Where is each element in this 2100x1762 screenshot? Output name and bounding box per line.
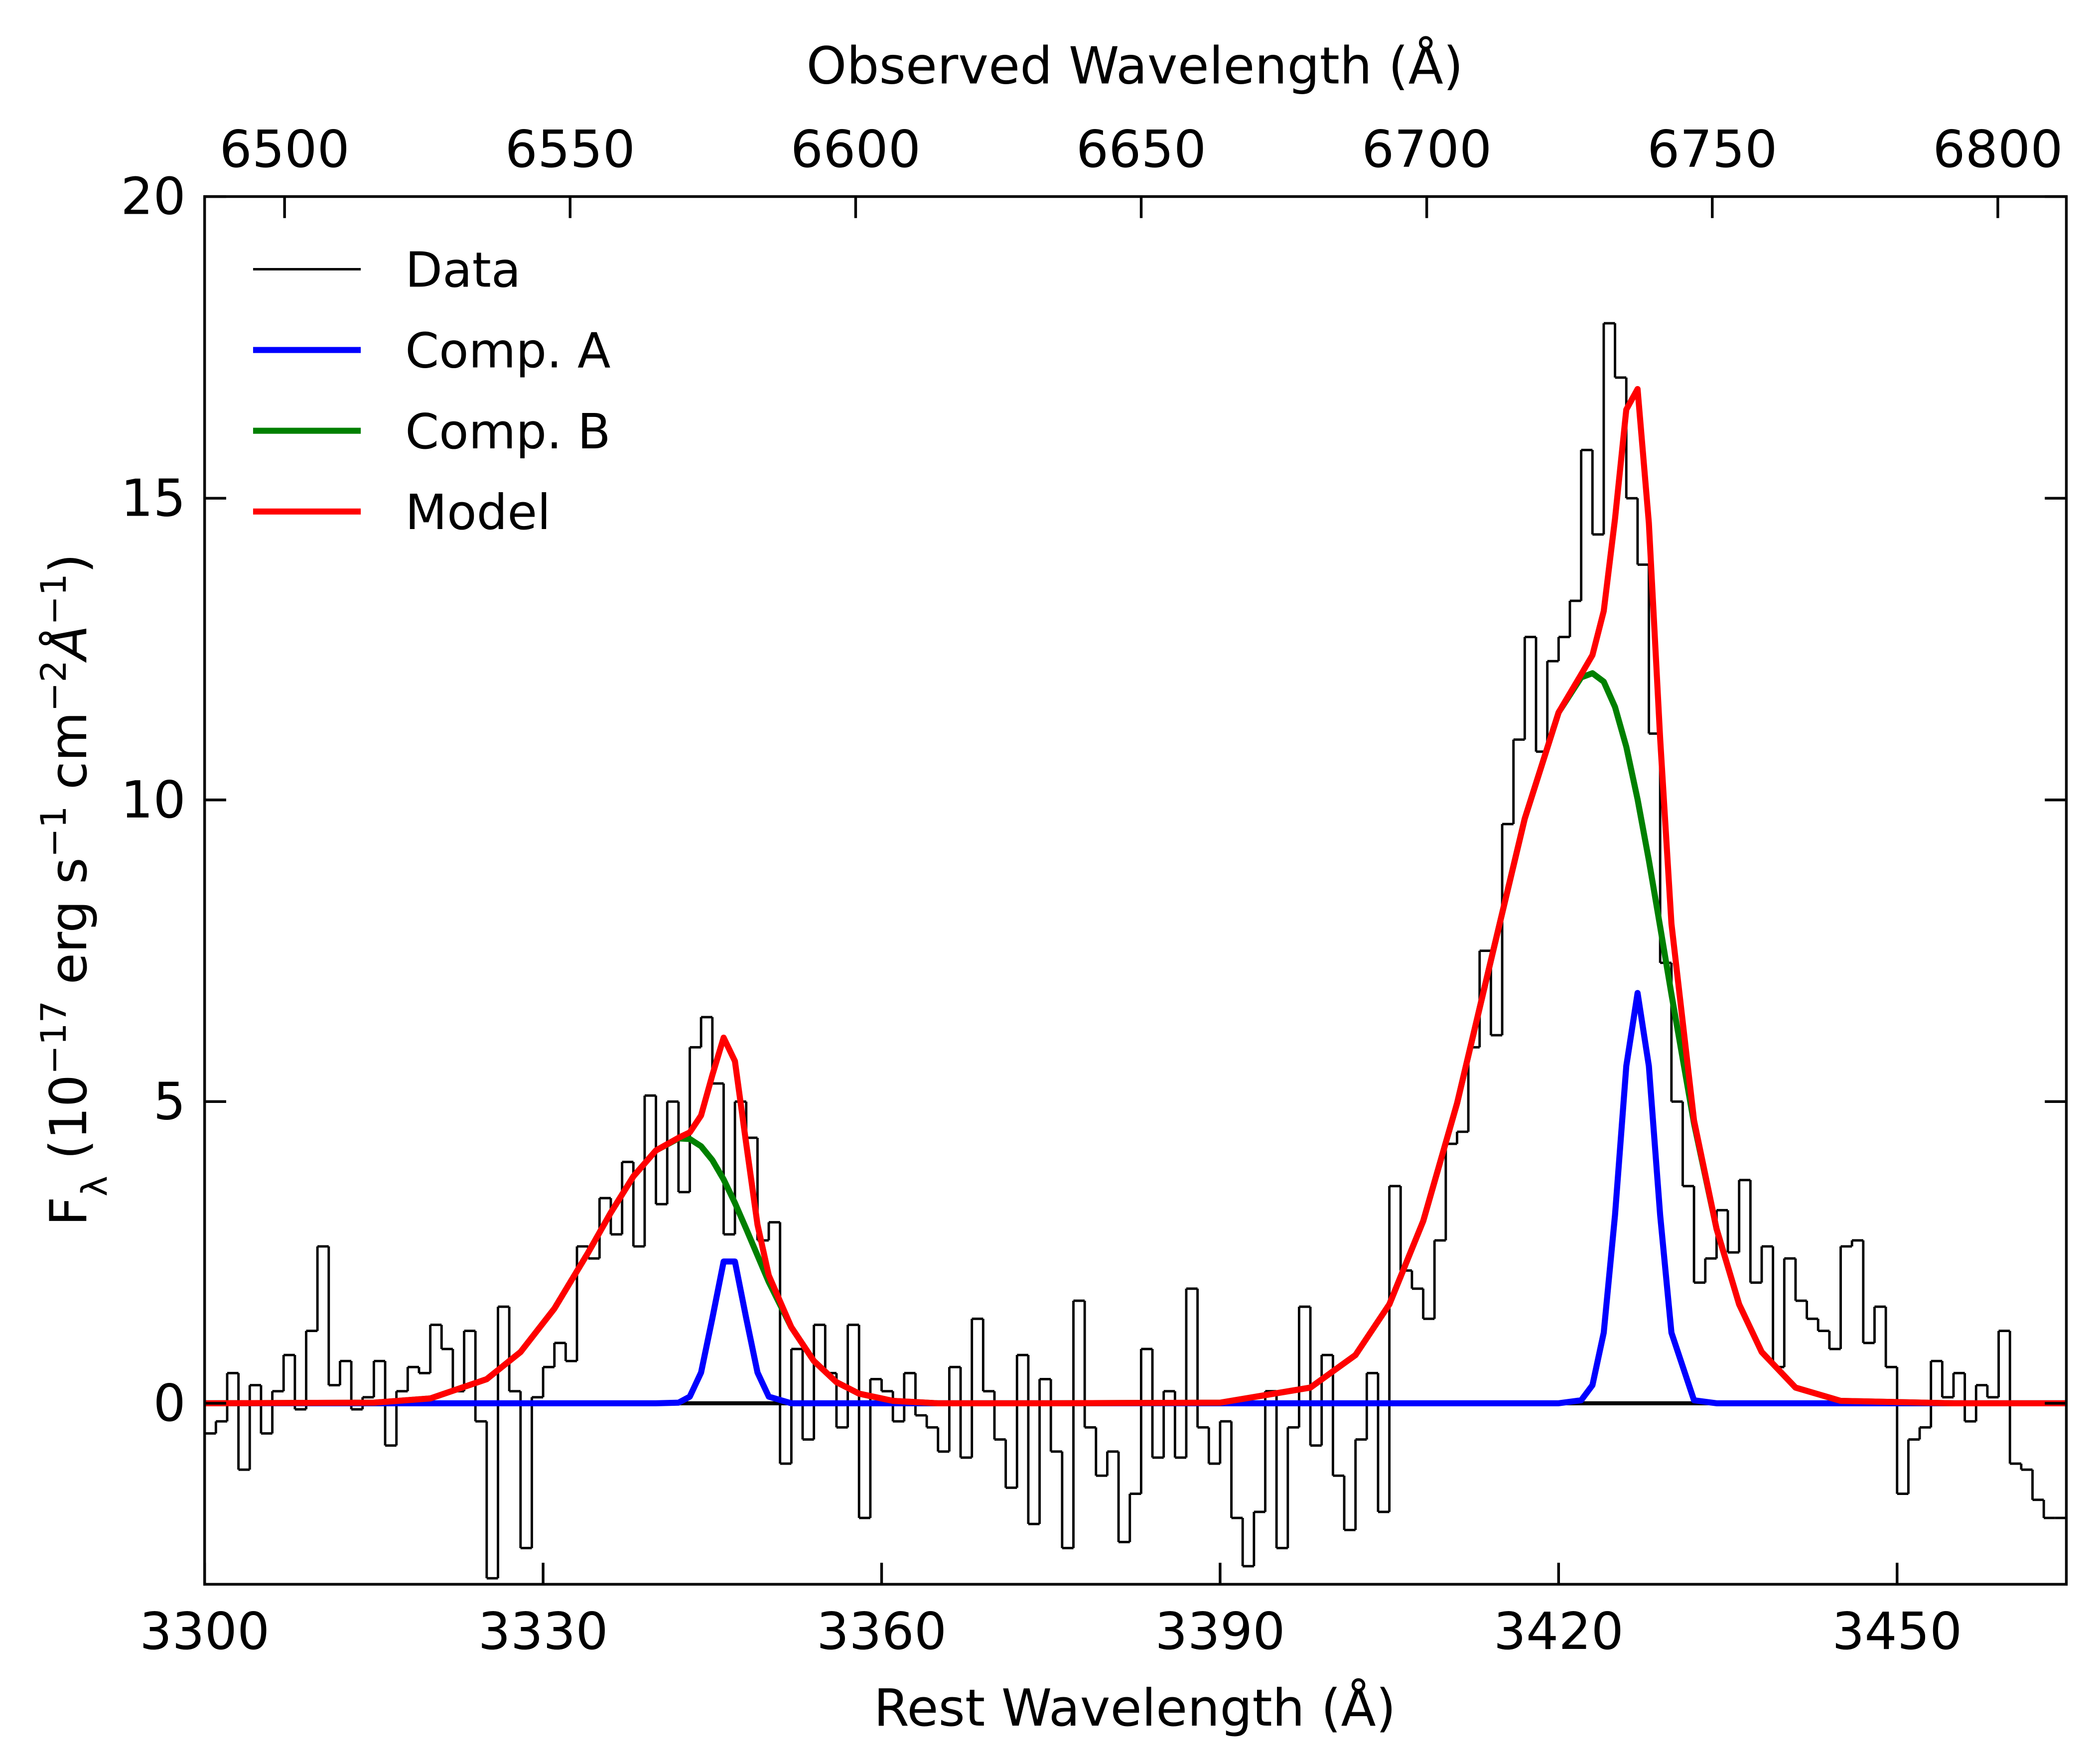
x2-tick-label: 6700 [1362, 120, 1492, 179]
x-tick-label: 3390 [1155, 1602, 1285, 1661]
y-label-part: Å [38, 625, 99, 663]
y-label-part: F [39, 1197, 99, 1226]
plot-area [204, 322, 2067, 1580]
axes-frame [203, 195, 2068, 1586]
y-label-part: ) [39, 553, 99, 573]
x2-axis-label: Observed Wavelength (Å) [806, 36, 1463, 96]
x-tick-label: 3360 [817, 1602, 947, 1661]
x-tick-label: 3450 [1832, 1602, 1962, 1661]
y-label-part: erg s [39, 857, 99, 1000]
model-curve [204, 670, 2067, 1406]
y-tick-label: 20 [121, 167, 186, 227]
y-label-part: (10 [39, 1075, 99, 1176]
x2-tick-label: 6600 [791, 120, 921, 179]
y-label-sup: −17 [33, 1001, 74, 1075]
y-tick-label: 0 [153, 1374, 186, 1433]
y-tick-label: 5 [153, 1072, 186, 1131]
y-label-sup: −1 [33, 573, 74, 625]
x2-tick-label: 6750 [1647, 120, 1777, 179]
legend-label: Comp. B [405, 404, 610, 460]
model-curve [204, 386, 2067, 1406]
x2-tick-label: 6550 [505, 120, 635, 179]
y-tick-label: 15 [121, 469, 186, 528]
x2-tick-label: 6500 [220, 120, 350, 179]
x-tick-label: 3300 [140, 1602, 270, 1661]
x2-tick-label: 6800 [1933, 120, 2063, 179]
x-axis-label: Rest Wavelength (Å) [874, 1678, 1396, 1738]
x-tick-label: 3330 [478, 1602, 608, 1661]
y-label-sub: λ [74, 1176, 115, 1197]
model-curve [204, 990, 2067, 1406]
legend-label: Model [405, 484, 551, 541]
y-label-sup: −2 [33, 660, 74, 712]
y-axis-label: Fλ (10−17 erg s−1 cm−2Å−1) [33, 553, 115, 1226]
y-tick-label: 10 [121, 771, 186, 830]
x-tick-label: 3420 [1494, 1602, 1624, 1661]
y-label-sup: −1 [33, 806, 74, 858]
legend-label: Comp. A [405, 323, 610, 379]
y-label-part: cm [39, 712, 99, 806]
x2-tick-label: 6650 [1076, 120, 1206, 179]
legend-label: Data [405, 242, 521, 298]
